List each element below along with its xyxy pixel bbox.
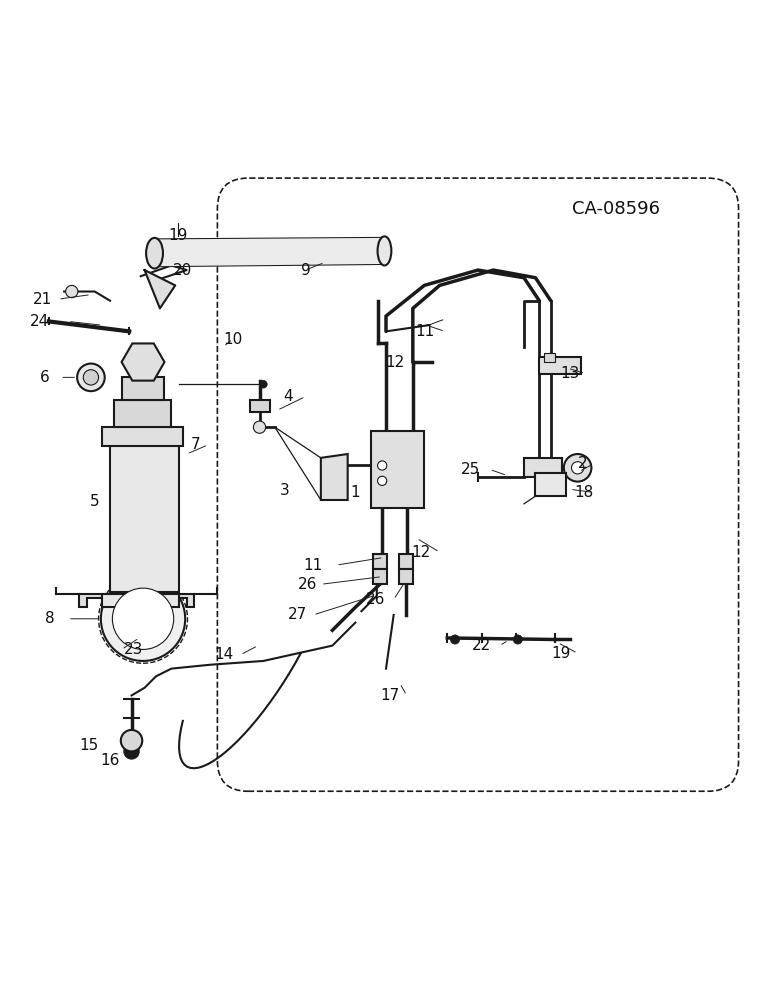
Bar <box>249 400 269 412</box>
Text: 1: 1 <box>350 485 361 500</box>
Bar <box>103 594 179 607</box>
Bar <box>371 431 425 508</box>
Text: 11: 11 <box>303 558 323 573</box>
Circle shape <box>378 461 387 470</box>
Circle shape <box>259 380 267 388</box>
Circle shape <box>101 577 185 661</box>
Text: 25: 25 <box>461 462 480 477</box>
Bar <box>121 377 164 400</box>
Text: CA-08596: CA-08596 <box>572 200 660 218</box>
Text: 6: 6 <box>40 370 50 385</box>
Circle shape <box>113 588 174 649</box>
Circle shape <box>140 595 149 604</box>
Text: 23: 23 <box>124 642 143 657</box>
Circle shape <box>330 463 342 475</box>
Text: 24: 24 <box>30 314 49 329</box>
Text: 12: 12 <box>385 355 405 370</box>
Text: 10: 10 <box>223 332 242 347</box>
Bar <box>103 427 183 446</box>
Text: 2: 2 <box>578 456 587 471</box>
Bar <box>399 554 413 569</box>
Circle shape <box>77 364 105 391</box>
Text: 17: 17 <box>380 688 399 703</box>
Text: 12: 12 <box>411 545 430 560</box>
Circle shape <box>378 476 387 485</box>
Text: 16: 16 <box>100 753 120 768</box>
Ellipse shape <box>146 238 163 269</box>
Text: 18: 18 <box>574 485 594 500</box>
Text: 13: 13 <box>560 366 580 381</box>
Text: 20: 20 <box>173 263 192 278</box>
Text: 8: 8 <box>46 611 55 626</box>
Bar <box>544 353 555 362</box>
Circle shape <box>83 370 99 385</box>
Text: 14: 14 <box>214 647 233 662</box>
Bar <box>373 554 387 569</box>
Circle shape <box>513 635 523 644</box>
Text: 3: 3 <box>280 483 290 498</box>
Bar <box>536 473 566 496</box>
Circle shape <box>253 421 266 433</box>
Circle shape <box>124 744 139 759</box>
Text: 9: 9 <box>300 263 310 278</box>
Ellipse shape <box>378 236 391 265</box>
Text: 19: 19 <box>551 646 571 661</box>
Text: 27: 27 <box>288 607 307 622</box>
Polygon shape <box>154 238 384 266</box>
Circle shape <box>330 479 342 491</box>
Text: 26: 26 <box>298 577 317 592</box>
Polygon shape <box>321 454 347 500</box>
Bar <box>373 569 387 584</box>
Text: 5: 5 <box>90 494 100 509</box>
Text: 15: 15 <box>79 738 98 753</box>
Circle shape <box>66 285 78 298</box>
Circle shape <box>450 635 459 644</box>
Text: 7: 7 <box>191 437 201 452</box>
Text: 22: 22 <box>472 638 491 653</box>
Polygon shape <box>80 594 195 607</box>
Text: 26: 26 <box>366 592 385 607</box>
Polygon shape <box>144 270 175 308</box>
Circle shape <box>120 730 142 751</box>
Circle shape <box>571 462 584 474</box>
Text: 19: 19 <box>168 228 188 243</box>
Bar <box>110 439 179 592</box>
Bar <box>114 400 171 427</box>
Text: 11: 11 <box>415 324 435 339</box>
Bar <box>399 569 413 584</box>
Circle shape <box>564 454 591 482</box>
Text: 21: 21 <box>33 292 52 307</box>
Bar <box>524 458 562 477</box>
Bar <box>540 357 581 374</box>
Text: 4: 4 <box>283 389 293 404</box>
